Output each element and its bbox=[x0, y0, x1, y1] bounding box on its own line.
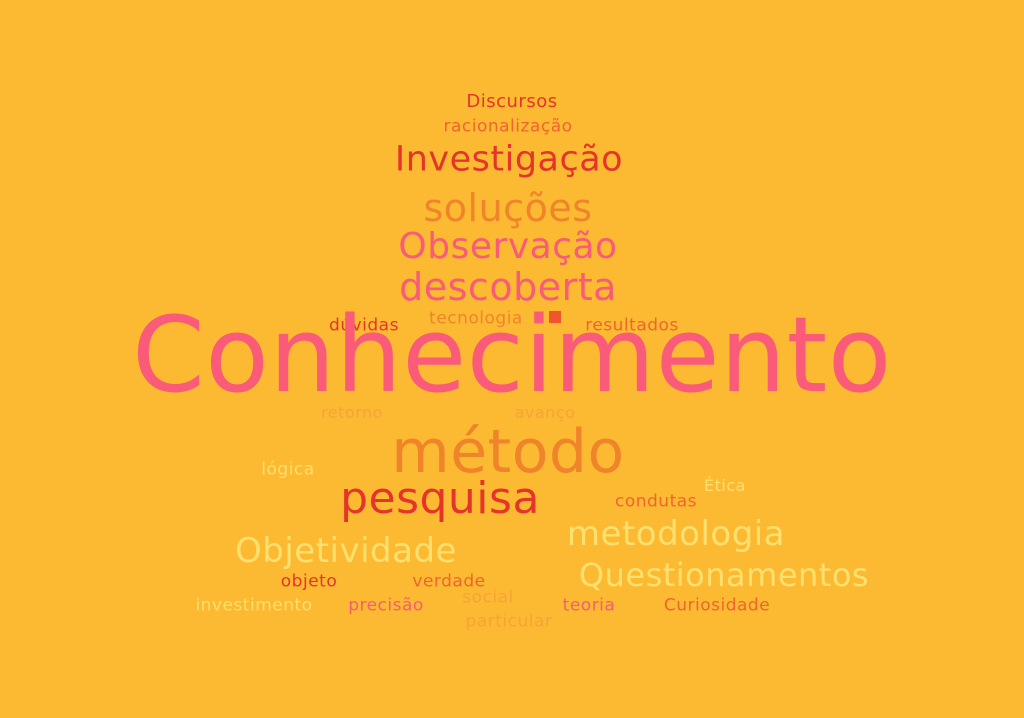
word-teoria: teoria bbox=[562, 595, 616, 616]
dot-mark bbox=[549, 311, 561, 323]
word-retorno: retorno bbox=[321, 403, 383, 422]
word-investigacao: Investigação bbox=[394, 139, 624, 180]
word-particular: particular bbox=[465, 611, 553, 632]
word-metodo: método bbox=[391, 417, 625, 487]
word-duvidas: dúvidas bbox=[329, 315, 399, 336]
word-avanco: avanço bbox=[514, 403, 576, 422]
word-social: social bbox=[462, 587, 514, 608]
word-metodologia: metodologia bbox=[566, 514, 786, 554]
word-questionamentos: Questionamentos bbox=[578, 556, 870, 594]
word-verdade: verdade bbox=[412, 571, 486, 592]
word-racionalizacao: racionalização bbox=[443, 116, 573, 137]
word-logica: lógica bbox=[261, 459, 315, 480]
word-etica: Ética bbox=[704, 476, 746, 495]
word-tecnologia: tecnologia bbox=[429, 308, 523, 329]
word-solucoes: soluções bbox=[423, 186, 593, 230]
word-conhecimento: Conhecimento bbox=[132, 294, 892, 416]
word-objeto: objeto bbox=[280, 571, 338, 592]
word-descoberta: descoberta bbox=[399, 265, 617, 309]
word-curiosidade: Curiosidade bbox=[663, 595, 771, 616]
word-objetividade: Objetividade bbox=[235, 531, 457, 571]
word-condutas: condutas bbox=[614, 491, 698, 512]
word-precisao: precisão bbox=[348, 595, 424, 616]
word-investimento: investimento bbox=[195, 595, 313, 616]
word-discursos: Discursos bbox=[466, 91, 558, 112]
word-resultados: resultados bbox=[585, 315, 679, 336]
word-pesquisa: pesquisa bbox=[340, 473, 540, 524]
word-observacao: Observação bbox=[398, 226, 618, 267]
